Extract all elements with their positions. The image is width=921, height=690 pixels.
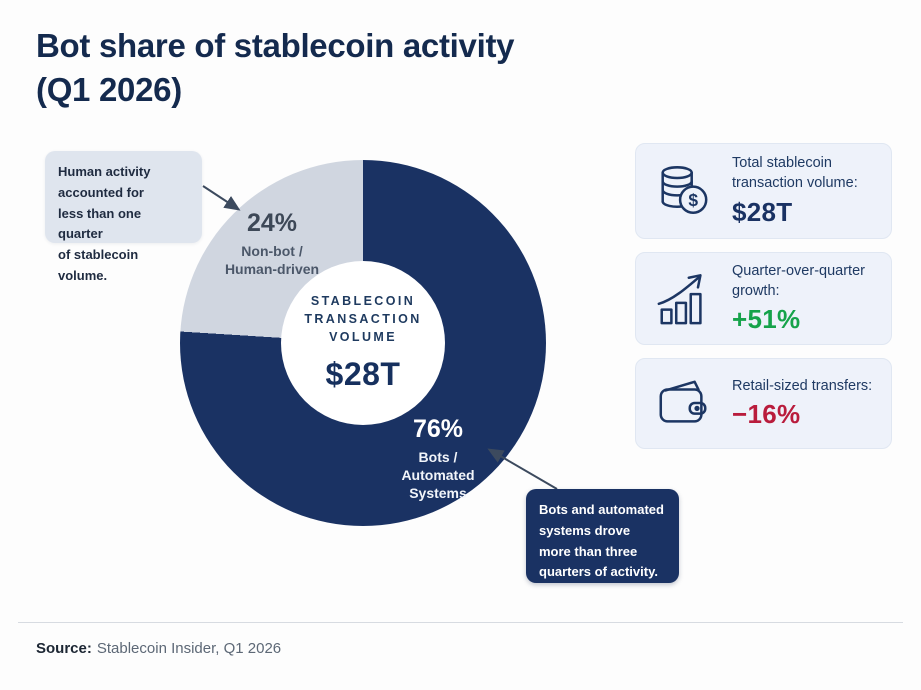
stat-value: −16% <box>732 399 801 430</box>
segment-label-bots: 76% Bots / Automated Systems <box>401 415 474 503</box>
segment-pct-bots: 76% <box>412 415 464 443</box>
segment-label-human: 24% Non-bot / Human-driven <box>225 209 319 278</box>
source-label: Source: <box>36 640 92 657</box>
donut-center-label: STABLECOIN TRANSACTION VOLUME <box>304 294 422 344</box>
stat-text: Quarter-over-quarter growth: +51% <box>732 262 879 335</box>
coins-dollar-icon: $ <box>652 162 714 220</box>
wallet-icon <box>652 375 714 433</box>
donut-center-value: $28T <box>325 355 401 392</box>
stat-card-total-volume: $ Total stablecoin transaction volume: $… <box>635 143 892 239</box>
callout-bots-activity: Bots and automated systems drove more th… <box>526 489 679 583</box>
stat-card-retail-transfers: Retail-sized transfers: −16% <box>635 358 892 449</box>
stat-cards: $ Total stablecoin transaction volume: $… <box>635 143 892 449</box>
donut-center: STABLECOIN TRANSACTION VOLUME $28T <box>281 261 445 425</box>
svg-text:$: $ <box>688 190 698 210</box>
segment-name-human: Non-bot / Human-driven <box>224 243 320 278</box>
growth-chart-icon <box>652 270 714 328</box>
page-title: Bot share of stablecoin activity (Q1 202… <box>36 27 515 108</box>
stat-card-qoq-growth: Quarter-over-quarter growth: +51% <box>635 252 892 345</box>
stat-value: +51% <box>732 304 801 335</box>
callout-human-activity: Human activity accounted for less than o… <box>45 151 202 283</box>
stat-text: Retail-sized transfers: −16% <box>732 377 879 431</box>
stat-label: Total stablecoin transaction volume: <box>732 155 858 191</box>
footer-divider <box>18 622 903 623</box>
donut-chart: 24% Non-bot / Human-driven 76% Bots / Au… <box>180 160 546 526</box>
stat-label: Retail-sized transfers: <box>732 377 873 394</box>
stat-value: $28T <box>732 196 793 227</box>
segment-name-bots: Bots / Automated Systems <box>401 449 475 502</box>
source-line: Source: Stablecoin Insider, Q1 2026 <box>36 640 281 657</box>
stat-text: Total stablecoin transaction volume: $28… <box>732 154 879 227</box>
source-text: Stablecoin Insider, Q1 2026 <box>96 640 282 657</box>
stat-label: Quarter-over-quarter growth: <box>732 262 865 299</box>
segment-pct-human: 24% <box>246 209 298 237</box>
